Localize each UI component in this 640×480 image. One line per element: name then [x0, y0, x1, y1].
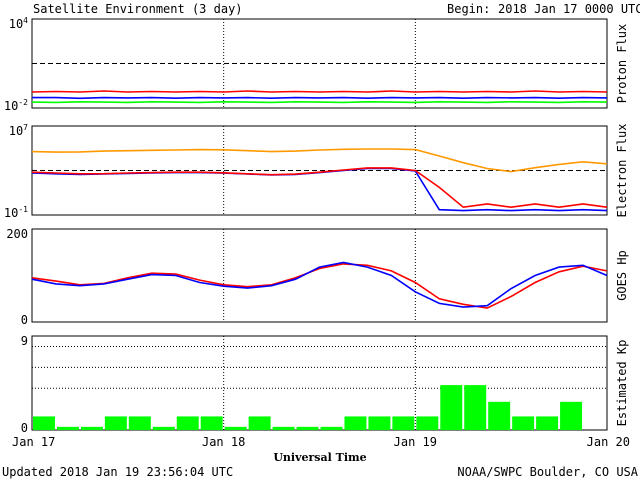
kp-bar — [320, 426, 343, 430]
y-tick-label: 0 — [21, 313, 28, 327]
panel-2: 107 10-1 Electron Flux — [4, 123, 629, 220]
kp-bar — [272, 426, 295, 430]
y-axis-label: Proton Flux — [615, 24, 629, 103]
x-tick-label: Jan 20 — [587, 435, 630, 449]
series-line-blue — [31, 261, 608, 308]
y-axis-label: Electron Flux — [615, 124, 629, 218]
y-tick-label: 200 — [6, 227, 28, 241]
panel-frame — [31, 228, 608, 323]
kp-bar — [33, 416, 55, 430]
kp-bar — [80, 426, 103, 430]
kp-bar — [416, 416, 439, 430]
series-line-blue — [31, 167, 608, 212]
credit-text: NOAA/SWPC Boulder, CO USA — [457, 465, 638, 479]
chart-title: Satellite Environment (3 day) — [33, 2, 243, 16]
x-tick-label: Jan 18 — [202, 435, 245, 449]
kp-bar — [248, 416, 271, 430]
kp-bar — [56, 426, 79, 430]
kp-bar — [512, 416, 535, 430]
kp-bar — [368, 416, 391, 430]
panels: 104 10-2 Proton Flux 107 10-1 Electron Flux 20… — [4, 16, 629, 435]
y-tick-label: 0 — [21, 421, 28, 435]
kp-bar — [200, 416, 223, 430]
x-tick-label: Jan 19 — [394, 435, 437, 449]
x-axis: Jan 17 Jan 18 Jan 19 Jan 20 — [12, 435, 630, 449]
series-line-red — [31, 263, 608, 309]
kp-bar — [344, 416, 367, 430]
x-axis-title: Universal Time — [273, 451, 366, 464]
y-axis-label: GOES Hp — [615, 250, 629, 301]
y-tick-label: 10-2 — [4, 98, 28, 113]
begin-label: Begin: — [447, 2, 490, 16]
kp-bar — [560, 401, 583, 430]
kp-bar — [128, 416, 151, 430]
kp-bar — [488, 401, 511, 430]
kp-bar — [224, 426, 247, 430]
x-tick-label: Jan 17 — [12, 435, 55, 449]
y-tick-label: 10-1 — [4, 205, 28, 220]
begin-value: 2018 Jan 17 0000 UTC — [498, 2, 640, 16]
kp-bar — [296, 426, 319, 430]
panel-3: 200 0 GOES Hp — [6, 227, 629, 327]
kp-bar — [176, 416, 199, 430]
kp-bar — [536, 416, 559, 430]
y-tick-label: 107 — [9, 123, 28, 138]
kp-bar — [104, 416, 127, 430]
series-line-blue — [32, 96, 608, 100]
kp-bar — [392, 416, 415, 430]
kp-bar — [152, 426, 175, 430]
y-axis-label: Estimated Kp — [615, 340, 629, 427]
series-line-red — [31, 90, 608, 93]
kp-bar — [464, 385, 487, 430]
series-line-orange — [31, 148, 608, 173]
series-line-red — [31, 167, 608, 209]
panel-frame — [31, 335, 608, 431]
panel-1: 104 10-2 Proton Flux — [4, 16, 629, 113]
y-tick-label: 9 — [21, 334, 28, 348]
y-tick-label: 104 — [9, 16, 28, 31]
updated-text: Updated 2018 Jan 19 23:56:04 UTC — [2, 465, 233, 479]
kp-bar — [440, 385, 463, 430]
panel-4: 9 0 Estimated Kp — [21, 334, 629, 435]
series-line-green — [31, 100, 608, 104]
